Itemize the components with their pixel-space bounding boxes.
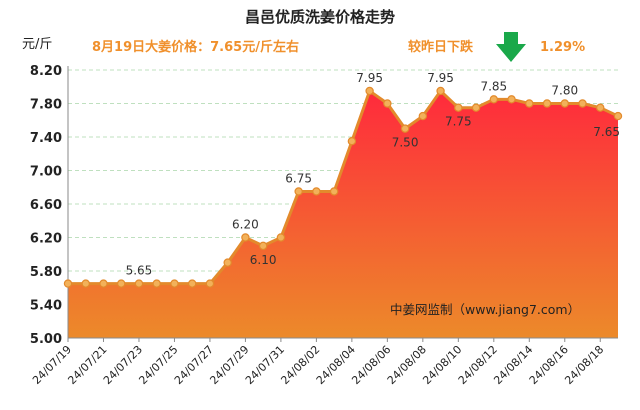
data-point — [347, 136, 357, 146]
change-label: 较昨日下跌 — [408, 39, 474, 55]
price-note: 8月19日大姜价格：7.65元/斤左右 — [92, 39, 299, 55]
y-tick-labels: 5.00 5.40 5.80 6.20 6.60 7.00 7.40 7.80 8.20 — [30, 64, 62, 347]
area-fill — [68, 90, 618, 338]
data-point — [471, 103, 481, 112]
x-tick-label: 24/08/18 — [562, 343, 606, 387]
data-point — [507, 95, 516, 104]
y-tick-label: 5.80 — [30, 265, 62, 280]
price-area — [68, 89, 619, 338]
data-point — [365, 86, 374, 96]
data-point — [454, 103, 463, 112]
data-point — [205, 279, 215, 288]
data-point — [400, 124, 410, 133]
data-point — [187, 279, 197, 288]
data-point — [578, 99, 587, 108]
axes — [67, 66, 618, 339]
data-point — [596, 103, 605, 112]
data-label: 6.75 — [285, 171, 312, 185]
data-point — [99, 279, 108, 288]
data-point — [613, 111, 623, 121]
data-point — [117, 279, 126, 288]
y-tick-label: 6.20 — [30, 232, 62, 247]
data-point — [329, 187, 339, 196]
data-label: 7.95 — [427, 71, 454, 85]
y-tick-label: 6.60 — [30, 198, 62, 213]
data-label: 6.20 — [232, 218, 259, 232]
y-tick-label: 7.40 — [30, 131, 62, 146]
y-tick-label: 8.20 — [30, 64, 62, 79]
data-point — [525, 99, 534, 108]
data-point — [63, 279, 73, 288]
x-tick-labels: 24/07/1924/07/2124/07/2324/07/2524/07/27… — [30, 338, 606, 387]
data-label: 5.65 — [126, 264, 153, 278]
data-label: 7.50 — [392, 136, 419, 150]
y-tick-label: 5.00 — [30, 332, 62, 347]
data-label: 7.75 — [445, 115, 472, 129]
data-point — [276, 233, 286, 242]
data-label: 7.65 — [593, 125, 620, 139]
data-point — [489, 95, 499, 104]
data-point — [294, 187, 303, 196]
data-point — [223, 258, 232, 267]
data-point — [241, 233, 250, 242]
change-percent: 1.29% — [540, 40, 585, 55]
y-tick-label: 7.00 — [30, 165, 62, 180]
data-label: 7.95 — [356, 71, 383, 85]
data-point — [81, 279, 90, 288]
chart-title: 昌邑优质洗姜价格走势 — [245, 8, 395, 26]
data-point — [560, 99, 569, 108]
data-point — [383, 99, 392, 108]
down-arrow-icon — [496, 32, 526, 62]
data-label: 7.85 — [480, 79, 507, 93]
data-labels: 5.65 6.20 6.10 6.75 7.95 7.50 7.95 7.75 7.85 7.80… — [126, 71, 620, 278]
data-point — [542, 99, 552, 108]
data-markers — [63, 86, 623, 288]
data-point — [258, 241, 268, 251]
data-point — [170, 279, 179, 288]
data-point — [418, 111, 428, 121]
y-tick-label: 7.80 — [30, 98, 62, 113]
data-point — [436, 86, 445, 96]
data-point — [134, 279, 144, 288]
data-label: 6.10 — [250, 253, 277, 267]
y-axis-unit: 元/斤 — [22, 37, 52, 52]
watermark: 中姜网监制（www.jiang7.com） — [390, 302, 580, 317]
data-point — [152, 279, 161, 288]
data-point — [312, 187, 321, 196]
data-label: 7.80 — [551, 84, 578, 98]
y-tick-label: 5.40 — [30, 299, 62, 314]
